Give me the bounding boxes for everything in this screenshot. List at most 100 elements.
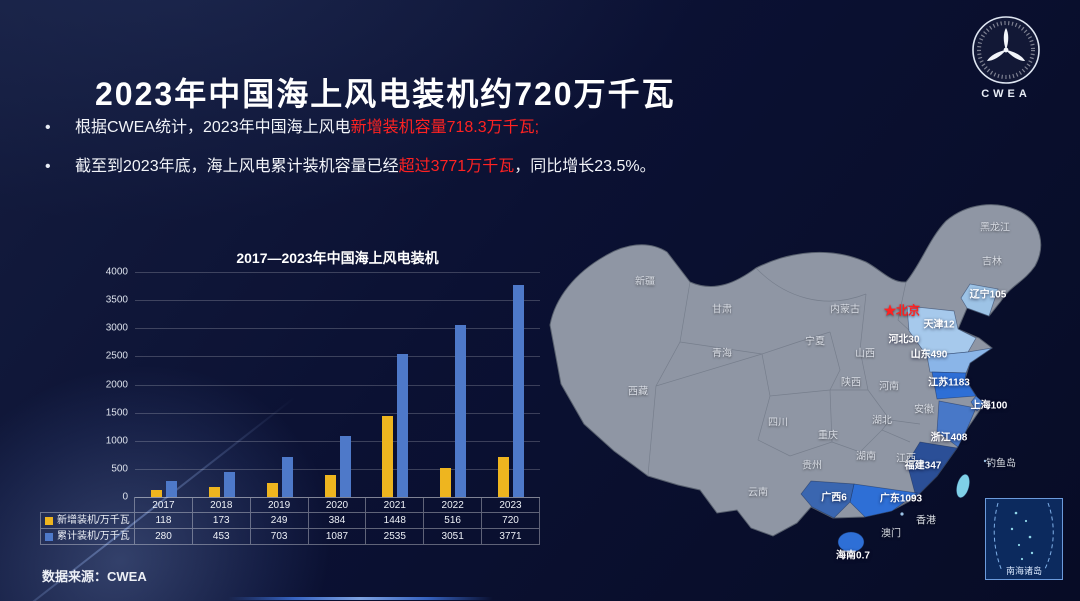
province-jingjinji [906,305,977,357]
bar-new [324,475,336,497]
gridline [135,384,540,386]
table-cell: 2017 [135,497,193,513]
gridline [135,356,540,358]
data-source: 数据来源：CWEA [42,569,147,584]
province-borders [647,267,928,476]
map-label: 云南 [748,487,768,499]
table-cell: 新增装机/万千瓦 [40,513,135,529]
map-label: 香港 [916,515,936,527]
chart-title: 2017—2023年中国海上风电装机 [236,250,439,266]
table-cell: 1448 [366,513,425,529]
province-hainan [837,531,865,553]
legend-swatch [45,532,53,541]
chart-data-table: 2017 2018 2019 2020 2021 2022 2023 新增装机/万千瓦 118 1… [40,497,542,545]
table-cell: 2019 [250,497,309,513]
bullet-text-segment: 新增装机容量718.3万千瓦; [350,119,540,136]
bottom-streak-decoration [228,597,493,600]
bar-cumulative [281,457,293,497]
bar-new [440,467,452,497]
bar-new [150,490,162,497]
south-china-sea-inset: 南海诸岛 [985,498,1063,580]
cwea-logo: CWEA [956,14,1056,100]
table-cell: 453 [192,529,251,545]
gridline [135,328,540,330]
map-label: 四川 [768,417,788,429]
legend-swatch [45,516,53,525]
table-cell: 2022 [424,497,483,513]
y-axis-tick: 2000 [105,379,128,390]
island-taiwan [956,473,970,499]
bar-new [382,415,394,497]
map-label: 广西6 [821,492,847,504]
south-china-sea-islands-icon [993,502,1054,572]
bullet-item: • 截至到2023年底，海上风电累计装机容量已经 超过3771万千瓦 ，同比增长23.… [45,155,825,178]
map-label: 海南0.7 [836,550,870,562]
table-cell: 2023 [482,497,540,513]
province-liaoning [960,283,999,317]
bar-cumulative [165,481,177,497]
table-cell: 280 [135,529,193,545]
map-label: 甘肃 [712,304,732,316]
table-cell: 2018 [192,497,251,513]
china-map-svg [549,204,1042,553]
bar-cumulative [397,354,409,497]
bar-chart: 2017—2023年中国海上风电装机 0 500 1000 1500 2000 2500 3… [40,248,542,564]
legend-label: 新增装机/万千瓦 [57,514,130,526]
map-label: 山东490 [910,349,948,361]
table-cell: 1087 [308,529,367,545]
table-cell: 384 [308,513,367,529]
table-cell: 249 [250,513,309,529]
y-axis-tick: 1500 [105,407,128,419]
province-shanghai [970,395,985,412]
map-label: 山西 [855,348,875,360]
plot-area: 0 500 1000 1500 2000 2500 3000 3500 4000 [106,267,540,503]
map-label: 钓鱼岛 [986,458,1016,470]
map-label: 广东1093 [879,493,923,505]
map-label-capital: ★北京 [883,303,921,318]
map-label: 吉林 [982,256,1002,268]
bar-cumulative [339,435,351,497]
table-cell: 703 [250,529,309,545]
table-cell: 2535 [366,529,425,545]
gridline [135,468,540,470]
table-cell: 173 [192,513,251,529]
wind-turbine-icon [986,28,1026,62]
y-axis-tick: 1000 [105,435,128,447]
map-label: 辽宁105 [969,289,1007,301]
bullet-item: • 根据CWEA统计，2023年中国海上风电 新增装机容量718.3万千瓦; [45,116,825,139]
bar-cumulative [223,471,235,497]
map-label: 陕西 [841,377,861,389]
bar-cumulative [513,284,525,497]
diaoyu-islands [983,459,991,465]
map-label: 黑龙江 [980,222,1010,234]
bar-new [266,483,278,497]
province-guangxi [800,480,855,519]
table-cell: 3051 [424,529,483,545]
map-label: 贵州 [802,460,822,472]
province-jiangsu [931,371,977,400]
map-label: 浙江408 [930,432,968,444]
hongkong-dot [900,512,904,516]
table-cell: 720 [482,513,540,529]
map-label: 安徽 [914,404,934,416]
gridline [135,412,540,414]
table-row-years: 2017 2018 2019 2020 2021 2022 2023 [40,497,542,513]
province-fujian [906,441,958,498]
bullet-marker: • [45,158,51,175]
map-label: 重庆 [818,430,838,442]
map-label: 内蒙古 [830,304,860,316]
map-label: 澳门 [881,528,901,540]
bar-cumulative [455,325,467,497]
map-label: 江苏1183 [928,377,970,389]
bullet-text-segment: ，同比增长23.5%。 [514,158,656,175]
table-cell [40,497,135,513]
page-title: 2023年中国海上风电装机约720万千瓦 [95,76,676,113]
legend-label: 累计装机/万千瓦 [57,530,130,542]
table-cell: 累计装机/万千瓦 [40,529,135,545]
map-label: 河南 [879,381,899,393]
y-axis-tick: 3000 [105,322,128,334]
gridline [135,272,540,273]
province-zhejiang [936,400,977,448]
y-axis-tick: 0 [122,491,128,503]
